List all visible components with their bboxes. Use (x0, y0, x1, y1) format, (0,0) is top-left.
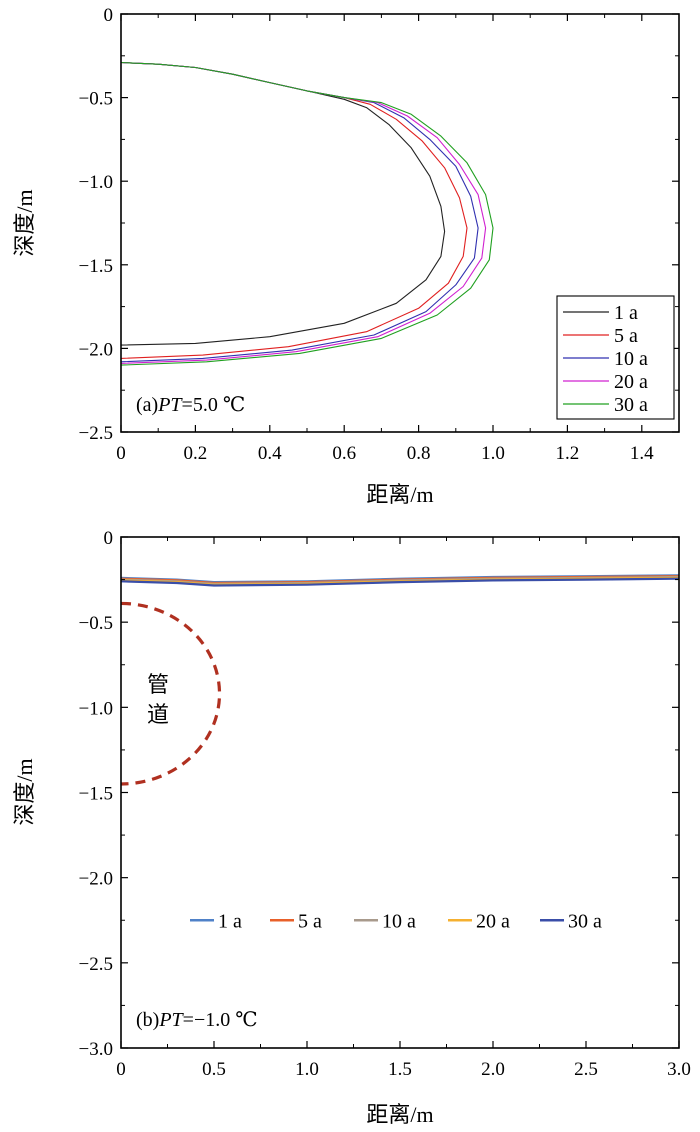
y-tick-label: −0.5 (79, 89, 113, 110)
axis-ticks: 0 0.5 1.0 1.5 2.0 2.5 3.0 0 −0.5 −1.0 −1.5 −2.0 −2.5… (79, 528, 691, 1080)
legend-label-2: 5 a (614, 325, 638, 347)
legend-label-5: 30 a (568, 910, 602, 932)
y-tick-label: 0 (104, 5, 114, 26)
x-tick-label: 3.0 (667, 1059, 691, 1080)
y-tick-label: −2.5 (79, 954, 113, 975)
y-axis-title: 深度/m (12, 758, 37, 825)
legend-label-3: 10 a (382, 910, 416, 932)
x-tick-label: 0.8 (407, 443, 431, 464)
legend: 1 a5 a10 a20 a30 a (556, 295, 675, 420)
legend-label-1: 1 a (218, 910, 242, 932)
x-tick-label: 0.4 (258, 443, 282, 464)
series-line-5 (120, 577, 680, 587)
y-tick-label: −1.5 (79, 784, 113, 805)
x-tick-label: 0.6 (332, 443, 356, 464)
legend-label-5: 30 a (614, 394, 648, 416)
chart-panel-b: 0 0.5 1.0 1.5 2.0 2.5 3.0 0 −0.5 −1.0 −1.5 −2.0 −2.5… (12, 528, 691, 1127)
y-axis-title: 深度/m (12, 189, 37, 256)
chart-panel-a: 0 0.2 0.4 0.6 0.8 1.0 1.2 1.4 0 −0.5 −1.0 −1.5 −2.0 −… (12, 5, 680, 507)
legend-label-1: 1 a (614, 302, 638, 324)
axis-ticks: 0 0.2 0.4 0.6 0.8 1.0 1.2 1.4 0 −0.5 −1.0 −1.5 −2.0 −… (79, 5, 679, 464)
x-tick-label: 0 (116, 1059, 126, 1080)
y-tick-label: −1.5 (79, 256, 113, 277)
condition-annotation: (b)PT=−1.0 ℃ (136, 1009, 258, 1031)
y-tick-label: −2.0 (79, 869, 113, 890)
pipe-label-char-2: 道 (147, 702, 169, 727)
y-tick-label: −2.5 (79, 423, 113, 444)
x-tick-label: 2.5 (574, 1059, 598, 1080)
x-tick-label: 1.4 (630, 443, 654, 464)
annotation-prefix: (a) (136, 394, 158, 416)
x-tick-label: 1.2 (556, 443, 580, 464)
pipe-label-char-1: 管 (147, 672, 169, 697)
plot-frame (120, 536, 680, 1049)
series-line-5 (120, 61, 494, 366)
series-lines (120, 61, 494, 366)
y-tick-label: −2.0 (79, 339, 113, 360)
annotation-prefix: (b) (136, 1009, 159, 1031)
legend-label-4: 20 a (614, 371, 648, 393)
series-line-3 (120, 61, 479, 363)
annotation-suffix: =5.0 ℃ (182, 394, 246, 416)
legend-label-3: 10 a (614, 348, 648, 370)
y-tick-label: −3.0 (79, 1039, 113, 1060)
legend-label-2: 5 a (298, 910, 322, 932)
x-tick-label: 2.0 (481, 1059, 505, 1080)
x-tick-label: 0.5 (202, 1059, 226, 1080)
annotation-suffix: =−1.0 ℃ (183, 1009, 258, 1031)
y-tick-label: −1.0 (79, 172, 113, 193)
annotation-italic: PT (157, 394, 183, 416)
series-line-4 (120, 61, 487, 364)
legend-label-4: 20 a (476, 910, 510, 932)
condition-annotation: (a)PT=5.0 ℃ (136, 394, 245, 416)
x-axis-title: 距离/m (366, 482, 433, 507)
x-tick-label: 1.0 (481, 443, 505, 464)
y-tick-label: −1.0 (79, 698, 113, 719)
legend: 1 a 5 a 10 a 20 a 30 a (190, 910, 602, 932)
y-tick-label: 0 (104, 528, 114, 549)
series-line-2 (120, 61, 468, 359)
x-tick-label: 0 (116, 443, 126, 464)
series-lines (120, 574, 680, 786)
annotation-italic: PT (158, 1009, 184, 1031)
x-axis-title: 距离/m (366, 1102, 433, 1127)
y-tick-label: −0.5 (79, 613, 113, 634)
x-tick-label: 0.2 (184, 443, 208, 464)
x-tick-label: 1.0 (295, 1059, 319, 1080)
pipe-outline (120, 601, 221, 786)
series-line-1 (120, 61, 446, 346)
x-tick-label: 1.5 (388, 1059, 412, 1080)
